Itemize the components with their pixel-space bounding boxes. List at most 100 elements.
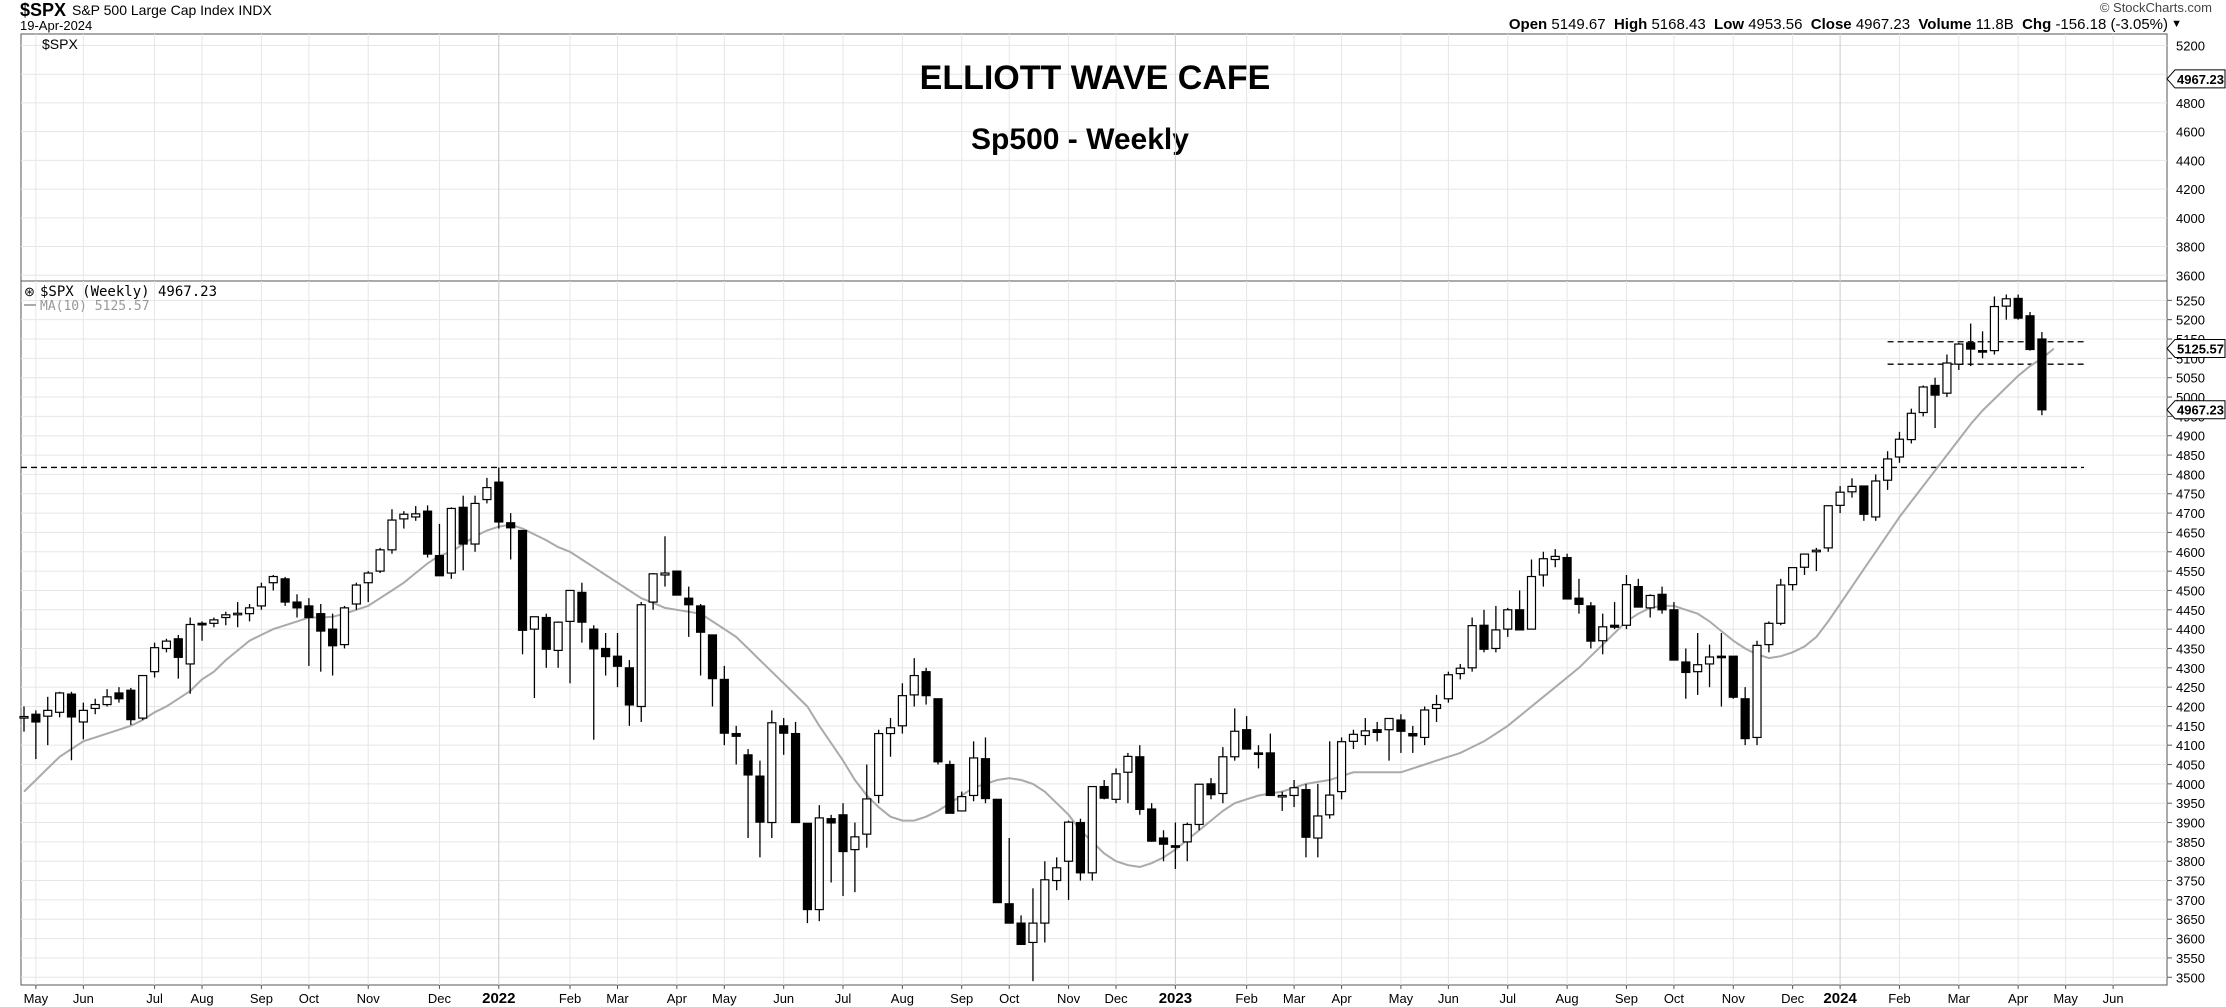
x-tick-label: Mar xyxy=(1948,991,1971,1006)
brand-label[interactable]: © StockCharts.com xyxy=(2099,0,2212,15)
candle xyxy=(470,495,480,552)
candle xyxy=(316,603,326,672)
y-tick-label: 4000 xyxy=(2176,777,2205,792)
x-tick-label: Sep xyxy=(250,991,273,1006)
candle-body xyxy=(1681,661,1691,674)
top-price-tag-box xyxy=(2166,69,2226,89)
candle xyxy=(1776,578,1786,626)
candle xyxy=(1384,717,1394,761)
candle-body xyxy=(1574,597,1584,605)
candle-body xyxy=(1491,629,1501,650)
candle xyxy=(1265,733,1275,797)
legend-series-label: $SPX (Weekly) 4967.23 xyxy=(40,284,217,300)
candle xyxy=(553,621,563,668)
symbol-name: S&P 500 Large Cap Index INDX xyxy=(72,2,272,18)
candle xyxy=(1704,644,1715,688)
candle-body xyxy=(221,614,231,619)
candle-body xyxy=(280,578,290,603)
candle xyxy=(968,741,979,802)
candle xyxy=(126,687,136,726)
candle-body xyxy=(921,671,931,697)
y-tick-label: 4700 xyxy=(2176,506,2205,521)
candle xyxy=(1431,694,1442,722)
candle xyxy=(980,737,991,804)
candle xyxy=(601,633,611,676)
high-label: High xyxy=(1613,16,1648,33)
candle xyxy=(909,658,919,707)
candle-body xyxy=(422,510,433,555)
candle-body xyxy=(1455,667,1465,675)
candle xyxy=(826,814,836,883)
candle-body xyxy=(1396,719,1406,732)
candle xyxy=(221,611,231,626)
candle-body xyxy=(90,703,100,710)
x-tick-label: May xyxy=(24,991,49,1006)
chevron-down-icon[interactable]: ▼ xyxy=(2171,18,2182,30)
candle xyxy=(1420,706,1430,746)
candle xyxy=(1598,613,1608,655)
candle-body xyxy=(1218,756,1228,795)
x-axis: May Jun Jul Aug Sep Oct Nov Dec 2022 Feb Mar Apr May… xyxy=(24,985,2124,1007)
x-tick-label: Feb xyxy=(559,991,581,1006)
y-tick-label: 3950 xyxy=(2176,796,2205,811)
candle-body xyxy=(672,570,682,596)
chart-title: ELLIOTT WAVE CAFE xyxy=(920,59,1271,97)
candle-body xyxy=(19,715,29,719)
candle xyxy=(1230,708,1240,761)
candle xyxy=(624,660,634,726)
candle-body xyxy=(1621,584,1632,626)
candle xyxy=(1218,747,1228,804)
candle-body xyxy=(1609,624,1620,628)
ma10-line xyxy=(23,347,2055,869)
candle xyxy=(1408,725,1418,753)
y-tick-label: 4850 xyxy=(2176,448,2205,463)
candle-body xyxy=(1170,845,1180,848)
candle xyxy=(173,634,183,679)
candle-body xyxy=(411,513,421,518)
candle xyxy=(1621,574,1632,630)
candle xyxy=(1515,590,1525,631)
y-tick-label: 4450 xyxy=(2176,603,2205,618)
candle xyxy=(1906,408,1916,444)
candle-body xyxy=(624,667,634,706)
candle xyxy=(185,617,195,694)
candle xyxy=(90,698,100,715)
top-price-tag-label: 4967.23 xyxy=(2177,72,2224,87)
candle xyxy=(1348,729,1359,750)
candle-body xyxy=(268,575,278,584)
candle-body xyxy=(874,732,884,797)
candle xyxy=(1467,617,1477,672)
candle xyxy=(1277,791,1287,811)
candle-body xyxy=(1977,350,1988,353)
candle-body xyxy=(1087,785,1097,874)
candle-body xyxy=(838,814,848,853)
ma-price-tag-label: 5125.57 xyxy=(2177,341,2224,356)
candle xyxy=(1882,451,1893,490)
candle-body xyxy=(1728,655,1738,698)
candle-body xyxy=(1479,624,1489,650)
candle-body xyxy=(43,709,53,717)
candle xyxy=(1040,861,1050,943)
candle-body xyxy=(1799,553,1810,568)
candle xyxy=(1396,714,1406,753)
candle-body xyxy=(1740,698,1750,740)
candle-body xyxy=(779,725,789,734)
candle xyxy=(517,529,528,655)
candle-body xyxy=(1752,644,1762,739)
candle xyxy=(957,791,967,812)
candle xyxy=(814,805,824,922)
candle-body xyxy=(102,696,112,706)
candle xyxy=(102,689,112,707)
candle xyxy=(78,702,88,740)
candle xyxy=(779,718,789,755)
x-tick-label: Feb xyxy=(1888,991,1910,1006)
x-tick-label: Jun xyxy=(73,991,94,1006)
candle xyxy=(209,617,219,628)
candle xyxy=(755,760,765,858)
candle-body xyxy=(1657,593,1667,611)
candle xyxy=(1016,915,1026,945)
candle-body xyxy=(470,502,480,545)
candle-body xyxy=(1147,808,1157,842)
candle xyxy=(138,674,148,721)
candle xyxy=(636,602,646,722)
